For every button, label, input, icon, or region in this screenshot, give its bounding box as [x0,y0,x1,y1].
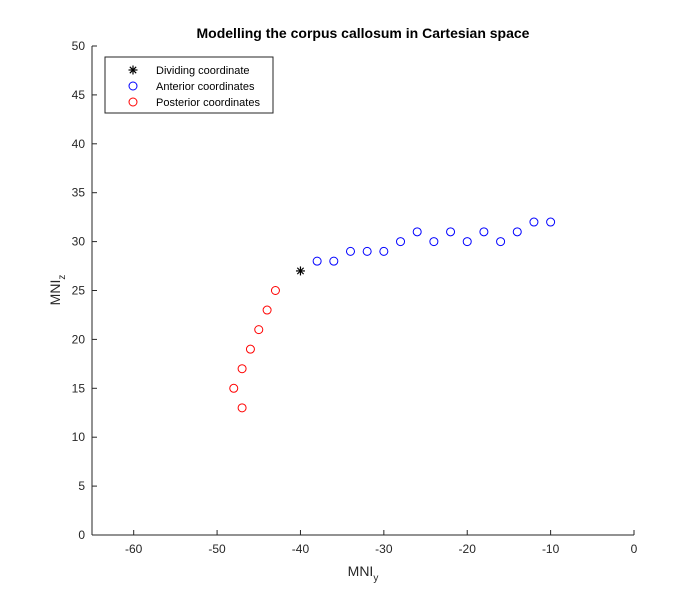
y-tick-label: 25 [72,284,86,298]
data-point [462,237,472,247]
data-point [496,237,506,247]
legend-entry-label: Anterior coordinates [156,81,255,93]
x-tick-label: -20 [459,542,477,556]
x-tick-label: -40 [292,542,310,556]
y-axis-label-main: MNI [47,280,63,306]
data-point [446,227,456,237]
y-tick-label: 20 [72,332,86,346]
legend-entry-label: Dividing coordinate [156,65,250,77]
legend-marker [128,97,138,107]
y-tick-label: 45 [72,88,86,102]
y-tick-label: 40 [72,137,86,151]
y-tick-label: 5 [78,479,85,493]
legend-entry-label: Posterior coordinates [156,97,260,109]
x-tick-label: -60 [125,542,143,556]
data-point [312,256,322,266]
x-axis-label-main: MNI [348,563,374,579]
y-tick-label: 0 [78,528,85,542]
data-point [479,227,489,237]
chart-title: Modelling the corpus callosum in Cartesi… [197,25,530,41]
y-tick-label: 15 [72,381,86,395]
data-point [396,237,406,247]
legend-marker [128,65,138,75]
data-point [529,217,539,227]
data-point [237,364,247,374]
data-point [345,246,355,256]
data-point [329,256,339,266]
data-point [245,344,255,354]
data-point [362,246,372,256]
y-tick-label: 30 [72,235,86,249]
data-point [429,237,439,247]
data-point [512,227,522,237]
data-point [270,286,280,295]
data-point [262,305,272,315]
y-tick-label: 10 [72,430,86,444]
data-point [229,383,239,393]
x-tick-label: 0 [631,542,638,556]
data-point [546,217,556,227]
legend-marker [128,81,138,91]
axes [91,46,634,536]
legend: Dividing coordinate Anterior coordinates P… [104,56,274,114]
dividing-point [295,266,305,276]
x-axis-label-subscript: y [373,573,378,584]
data-point [412,227,422,237]
y-tick-label: 35 [72,186,86,200]
x-tick-label: -10 [542,542,560,556]
data-point [379,246,389,256]
x-ticks: -60 -50 -40 -30 -20 -10 0 [125,530,638,556]
data-point [237,403,247,413]
y-axis-label: MNIz [47,275,68,306]
series-1 [295,266,305,276]
y-axis-label-subscript: z [57,275,68,280]
x-tick-label: -30 [375,542,393,556]
y-tick-label: 50 [72,39,86,53]
x-axis-label: MNIy [348,563,379,584]
data-point [254,325,264,335]
series-3 [229,286,280,413]
series-2 [312,217,556,266]
x-tick-label: -50 [208,542,226,556]
y-ticks: 0 5 10 15 20 25 30 35 40 45 50 [72,39,97,542]
data-marks [229,217,556,413]
